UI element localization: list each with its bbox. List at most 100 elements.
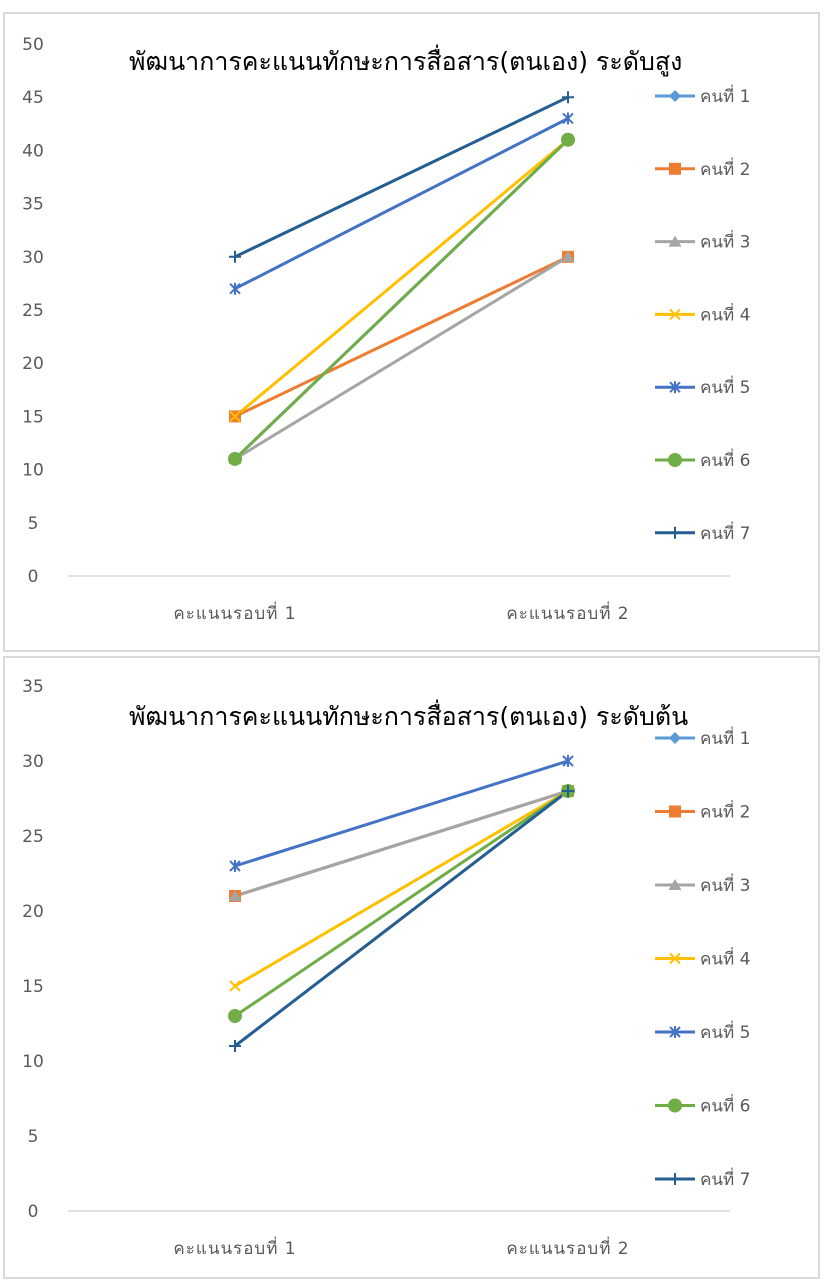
y-tick-label: 45 xyxy=(22,88,44,108)
series-line-5 xyxy=(234,117,569,291)
series-line-7 xyxy=(234,789,569,1048)
series-line-3 xyxy=(234,255,569,461)
y-tick-label: 0 xyxy=(28,567,39,587)
legend-item: คนที่ 5 xyxy=(655,375,750,398)
series-line-7 xyxy=(234,95,569,259)
legend-label: คนที่ 6 xyxy=(700,1094,750,1117)
y-tick-label: 50 xyxy=(22,35,44,55)
legend-marker xyxy=(669,805,681,818)
x-category-label: คะแนนรอบที่ 2 xyxy=(506,1236,629,1259)
series-line-6 xyxy=(233,138,570,461)
y-tick-labels: 0 5 10 15 20 25 30 35 40 45 50 xyxy=(22,35,44,587)
legend-item: คนที่ 3 xyxy=(655,230,750,253)
series-line-4 xyxy=(234,138,569,418)
legend-label: คนที่ 1 xyxy=(700,84,750,107)
series-line-4 xyxy=(234,789,569,988)
y-tick-label: 10 xyxy=(22,1052,44,1072)
legend-marker xyxy=(669,162,681,175)
y-tick-label: 15 xyxy=(22,407,44,427)
legend-marker xyxy=(669,526,681,539)
data-point-marker xyxy=(562,91,574,104)
legend-item: คนที่ 1 xyxy=(655,726,750,749)
y-tick-label: 20 xyxy=(22,354,44,374)
x-category-label: คะแนนรอบที่ 1 xyxy=(173,601,296,624)
legend-marker xyxy=(669,90,681,102)
y-tick-label: 25 xyxy=(22,301,44,321)
data-point-marker xyxy=(561,250,575,262)
y-tick-label: 40 xyxy=(22,141,44,161)
legend-marker xyxy=(669,381,681,394)
legend-item: คนที่ 2 xyxy=(655,800,750,823)
legend-item: คนที่ 6 xyxy=(655,448,750,471)
series-line-5 xyxy=(234,759,569,868)
legend-marker xyxy=(669,1026,681,1038)
x-category-labels: คะแนนรอบที่ 1 คะแนนรอบที่ 2 xyxy=(173,601,629,624)
series-line-3 xyxy=(234,789,569,898)
data-point-marker xyxy=(562,785,574,797)
legend-item: คนที่ 4 xyxy=(655,302,750,325)
legend-item: คนที่ 1 xyxy=(655,84,750,107)
legend-label: คนที่ 7 xyxy=(700,521,750,544)
legend-label: คนที่ 7 xyxy=(700,1167,750,1190)
legend-label: คนที่ 3 xyxy=(700,230,750,253)
legend-label: คนที่ 3 xyxy=(700,873,750,896)
series-line-6 xyxy=(234,789,569,1018)
chart-panel-high-level: พัฒนาการคะแนนทักษะการสื่อสาร(ตนเอง) ระดั… xyxy=(3,12,820,652)
series-group xyxy=(228,755,575,1052)
data-point-marker xyxy=(229,1040,241,1052)
chart-title: พัฒนาการคะแนนทักษะการสื่อสาร(ตนเอง) ระดั… xyxy=(129,44,682,77)
data-point-marker xyxy=(229,980,241,992)
chart-basic-level-svg: พัฒนาการคะแนนทักษะการสื่อสาร(ตนเอง) ระดั… xyxy=(22,677,750,1259)
data-point-marker xyxy=(229,860,241,872)
y-tick-labels: 0 5 10 15 20 25 30 35 xyxy=(22,677,44,1222)
y-tick-label: 5 xyxy=(28,1127,39,1147)
data-point-marker xyxy=(562,112,574,125)
legend-label: คนที่ 5 xyxy=(700,1020,750,1043)
data-point-marker xyxy=(228,890,242,901)
legend-marker xyxy=(668,879,682,890)
y-tick-label: 35 xyxy=(22,195,44,215)
legend-marker xyxy=(668,453,682,467)
data-point-marker xyxy=(229,410,241,423)
legend-label: คนที่ 5 xyxy=(700,375,750,398)
legend-marker xyxy=(669,952,681,965)
data-point-marker xyxy=(561,132,575,147)
legend: คนที่ 1 คนที่ 2 คนที่ 3 คนที่ 4 คนที่ 5 คนที่… xyxy=(655,84,750,544)
legend-label: คนที่ 1 xyxy=(700,726,750,749)
legend-label: คนที่ 4 xyxy=(700,302,750,325)
x-category-labels: คะแนนรอบที่ 1 คะแนนรอบที่ 2 xyxy=(173,1236,629,1259)
legend-label: คนที่ 6 xyxy=(700,448,750,471)
legend-item: คนที่ 7 xyxy=(655,521,750,544)
legend-marker xyxy=(668,1098,682,1113)
x-category-label: คะแนนรอบที่ 1 xyxy=(173,1236,296,1259)
legend-item: คนที่ 3 xyxy=(655,873,750,896)
data-point-marker xyxy=(229,282,241,295)
legend-item: คนที่ 6 xyxy=(655,1094,750,1117)
y-tick-label: 25 xyxy=(22,827,44,847)
series-group xyxy=(228,91,575,466)
data-point-marker xyxy=(228,451,242,466)
legend-marker xyxy=(669,308,681,321)
data-point-marker xyxy=(228,1009,242,1023)
y-tick-label: 5 xyxy=(28,514,39,534)
data-point-marker xyxy=(562,755,574,767)
legend-label: คนที่ 2 xyxy=(700,800,750,823)
x-category-label: คะแนนรอบที่ 2 xyxy=(506,601,629,624)
legend-item: คนที่ 4 xyxy=(655,947,750,970)
y-tick-label: 30 xyxy=(22,248,44,268)
chart-panel-basic-level: พัฒนาการคะแนนทักษะการสื่อสาร(ตนเอง) ระดั… xyxy=(3,656,820,1279)
legend-label: คนที่ 2 xyxy=(700,157,750,180)
legend-item: คนที่ 5 xyxy=(655,1020,750,1043)
chart-title: พัฒนาการคะแนนทักษะการสื่อสาร(ตนเอง) ระดั… xyxy=(129,699,688,731)
data-point-marker xyxy=(229,250,241,263)
y-tick-label: 35 xyxy=(22,677,44,697)
chart-high-level-svg: พัฒนาการคะแนนทักษะการสื่อสาร(ตนเอง) ระดั… xyxy=(22,35,750,624)
legend: คนที่ 1 คนที่ 2 คนที่ 3 คนที่ 4 คนที่ 5 คนที่… xyxy=(655,726,750,1190)
legend-item: คนที่ 7 xyxy=(655,1167,750,1190)
y-tick-label: 0 xyxy=(28,1202,39,1222)
legend-marker xyxy=(669,732,681,744)
y-tick-label: 10 xyxy=(22,461,44,481)
y-tick-label: 15 xyxy=(22,977,44,997)
legend-label: คนที่ 4 xyxy=(700,947,750,970)
y-tick-label: 20 xyxy=(22,902,44,922)
